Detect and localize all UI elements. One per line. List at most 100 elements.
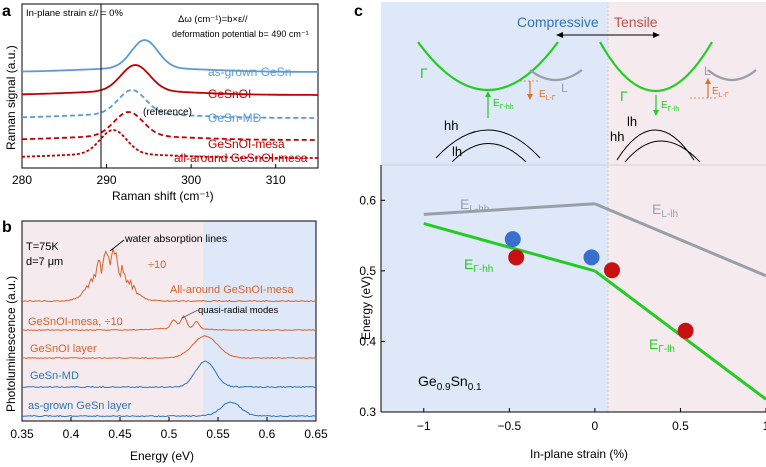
panel-b-temperature: T=75K — [26, 241, 59, 253]
gap-label-left: EL-Γ — [539, 89, 556, 102]
legend-gesn-md: GeSn-MD — [208, 111, 262, 125]
band-diagram-compressive: Γ L EΓ-hh EL-Γ hh lh — [417, 41, 583, 163]
panel-a-tick-label: 280 — [12, 173, 32, 187]
panel-c-y-label: Energy (eV) — [359, 276, 373, 340]
panel-b-label: b — [2, 219, 12, 236]
material-label: Ge0.9Sn0.1 — [418, 373, 482, 393]
panel-b-tick-label: 0.55 — [206, 427, 230, 441]
panel-a-x-label: Raman shift (cm⁻¹) — [112, 189, 214, 203]
compressive-label: Compressive — [517, 14, 599, 30]
gamma-label-left: Γ — [420, 65, 428, 81]
panel-c-marker-1-0 — [508, 249, 525, 266]
panel-c-ticks: −1 −0.5 0 0.5 1 0.3 0.4 0.5 0.6 — [359, 193, 766, 433]
gap-arrow-left-head — [527, 94, 533, 100]
gap-arrow-right-head — [705, 78, 711, 84]
transition-arrow-right-head — [653, 110, 659, 116]
panel-a-label: a — [2, 3, 11, 20]
panel-a-curve-4 — [21, 129, 318, 159]
panel-b-label-gesn-md: GeSn-MD — [30, 370, 79, 382]
panel-b-curve-all-around — [21, 247, 316, 303]
panel-c-x-tick-label: −0.5 — [497, 419, 521, 433]
hh-label-left: hh — [444, 118, 458, 133]
panel-a-frame — [21, 3, 319, 169]
panel-b-curve-gesn-md — [21, 360, 317, 389]
tensile-region — [608, 2, 766, 412]
panel-b-tick-label: 0.4 — [63, 427, 80, 441]
panel-b-label-gesnoi-layer: GeSnOI layer — [30, 343, 97, 355]
panel-c-x-tick-label: 0.5 — [672, 419, 689, 433]
legend-gesnoi: GeSnOI — [208, 87, 251, 101]
panel-c-y-tick-label: 0.5 — [359, 264, 376, 278]
panel-c-x-label: In-plane strain (%) — [530, 447, 628, 461]
panel-b-curve-gesnoi-layer — [21, 335, 317, 359]
lh-label-left: lh — [452, 144, 462, 159]
panel-c-marker-0-1 — [583, 249, 600, 266]
label-e-l-hh: EL-hh — [460, 196, 489, 215]
label-e-gamma-hh: EΓ-hh — [464, 256, 493, 275]
panel-b-tick-label: 0.65 — [304, 427, 328, 441]
panel-b-tick-label: 0.35 — [10, 427, 34, 441]
gamma-valley-right — [599, 41, 713, 93]
panel-b-label-gesnoi-mesa: GeSnOI-mesa, ÷10 — [28, 316, 123, 328]
panel-b-blue-region — [203, 221, 316, 421]
panel-b-y-label: Photoluminescence (a.u.) — [4, 276, 18, 412]
panel-a-formula: Δω (cm⁻¹)=b×ε// — [178, 14, 248, 25]
compressive-region — [381, 2, 608, 412]
gap-label-right: EL-Γ — [712, 86, 729, 99]
panel-a-curve-1 — [22, 64, 318, 96]
gamma-label-right: Γ — [620, 88, 628, 104]
panel-c-x-tick-label: 0 — [592, 419, 599, 433]
panel-c-y-tick-label: 0.6 — [359, 193, 376, 207]
panel-c-marker-1-1 — [604, 262, 620, 279]
panel-c-marker-1-2 — [677, 322, 694, 339]
legend-all-around-gesnoi-mesa: all-around GeSnOI-mesa — [174, 151, 308, 165]
panel-c-marker-0-0 — [504, 231, 521, 248]
lh-label-right: lh — [627, 114, 637, 129]
panel-a-y-label: Raman signal (a.u.) — [4, 45, 18, 150]
panel-a-strain-annotation: In-plane strain ε// = 0% — [26, 8, 123, 19]
panel-c-markers — [504, 231, 694, 339]
panel-c-line-2 — [423, 222, 596, 273]
panel-b-curve-as-grown — [21, 401, 316, 418]
panel-b-water-pointer — [109, 239, 125, 252]
panel-a-curves — [21, 39, 318, 159]
panel-b-x-ticks: 0.35 0.4 0.45 0.5 0.55 0.6 0.65 — [10, 417, 328, 441]
panel-c-label: c — [354, 3, 363, 20]
panel-b-curve-gesnoi-mesa — [21, 314, 317, 331]
label-e-gamma-lh: EΓ-lh — [649, 336, 675, 355]
lh-band-right — [616, 129, 695, 161]
panel-a-tick-label: 290 — [97, 173, 117, 187]
panel-a-x-ticks: 280 290 300 310 — [12, 164, 286, 187]
transition-arrow-left-head — [485, 91, 491, 97]
transition-label-left: EΓ-hh — [493, 98, 514, 111]
panel-a-curve-0 — [22, 39, 318, 73]
panel-b: b T=75K d=7 μm water absorption lines ÷1… — [2, 219, 328, 463]
panel-b-tick-label: 0.45 — [108, 427, 132, 441]
panel-b-modes-pointer — [181, 309, 199, 319]
panel-a-curve-3 — [21, 111, 318, 141]
hh-label-right: hh — [610, 129, 624, 144]
panel-c: c Compressive Tensile Γ L EΓ-hh EL-Γ hh … — [354, 2, 766, 461]
l-label-left: L — [561, 81, 568, 95]
l-label-right: L — [704, 64, 711, 78]
panel-a-reference-note: (reference) — [143, 107, 192, 118]
tensile-label: Tensile — [614, 14, 658, 30]
panel-b-tick-label: 0.6 — [259, 427, 276, 441]
panel-a-tick-label: 310 — [266, 173, 286, 187]
panel-a-tick-label: 300 — [181, 173, 201, 187]
panel-a-curve-2 — [21, 89, 318, 119]
hh-band-right — [624, 140, 701, 163]
legend-gesnoi-mesa: GeSnOI-mesa — [208, 137, 285, 151]
panel-b-label-all-around: All-around GeSnOI-mesa — [170, 284, 294, 296]
panel-a-deformation: deformation potential b= 490 cm⁻¹ — [172, 29, 309, 39]
lh-band-left — [451, 143, 527, 163]
panel-c-line-0 — [423, 202, 595, 216]
panel-b-water-annotation: water absorption lines — [124, 233, 227, 245]
panel-a: a In-plane strain ε// = 0% Δω (cm⁻¹)=b×ε… — [2, 3, 319, 203]
label-e-l-lh: EL-lh — [652, 201, 678, 220]
panel-b-x-label: Energy (eV) — [130, 449, 194, 463]
panel-b-quasi-radial: quasi-radial modes — [198, 305, 279, 316]
panel-c-x-tick-label: −1 — [417, 419, 431, 433]
panel-c-line-1 — [594, 202, 766, 278]
